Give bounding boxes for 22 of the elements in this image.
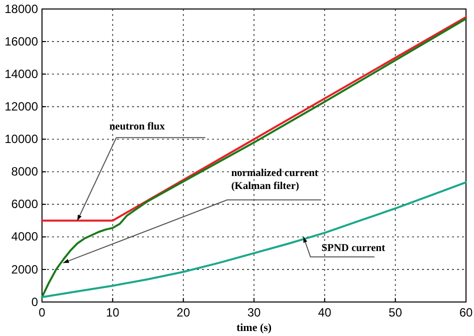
x-axis-title: time (s)	[236, 322, 272, 334]
y-tick-label: 18000	[4, 2, 38, 16]
annotation: neutron flux	[109, 122, 166, 133]
y-tick-label: 8000	[11, 164, 38, 179]
x-tick-label: 40	[318, 306, 332, 320]
line-series	[41, 18, 467, 298]
y-tick-label: 16000	[4, 34, 38, 48]
annotation: SPND current	[321, 242, 386, 254]
line-series	[41, 181, 467, 298]
x-tick-label: 30	[247, 306, 261, 320]
y-tick-label: 6000	[11, 197, 38, 212]
x-tick-label: 60	[459, 306, 473, 320]
y-tick-label: 4000	[11, 230, 38, 244]
y-tick-label: 12000	[4, 100, 38, 114]
x-tick-label: 50	[388, 306, 402, 320]
y-tick-label: 2000	[11, 262, 38, 276]
annotation: normalized current (Kalman filter)	[231, 168, 319, 192]
y-tick-label: 14000	[4, 66, 38, 81]
x-tick-label: 20	[176, 306, 190, 320]
y-tick-label: 10000	[4, 132, 38, 146]
y-tick-label: 0	[31, 294, 38, 309]
x-tick-label: 10	[106, 306, 120, 320]
